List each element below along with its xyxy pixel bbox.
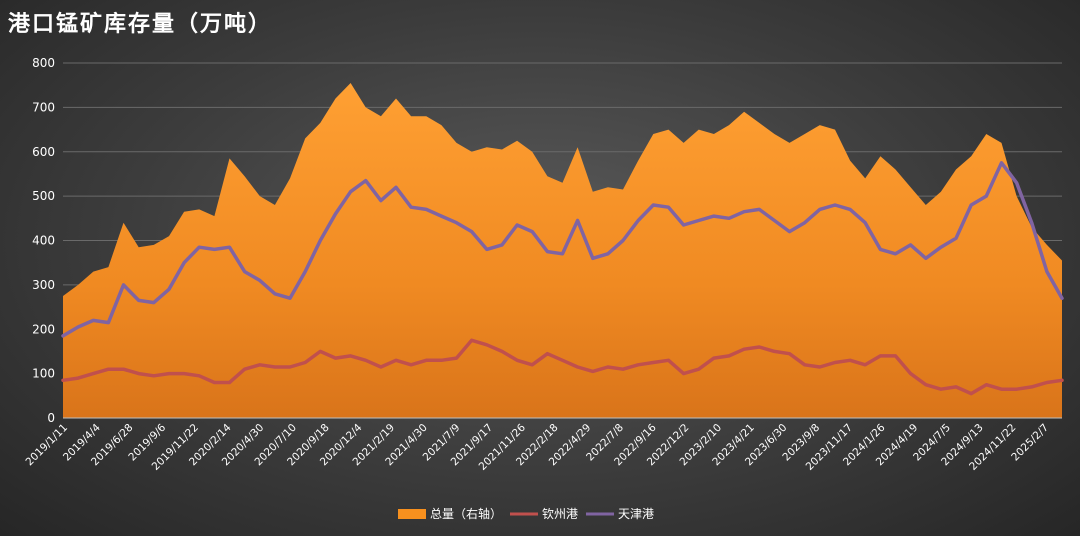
y-tick-label: 200 xyxy=(32,322,55,336)
y-tick-label: 600 xyxy=(32,145,55,159)
y-tick-label: 400 xyxy=(32,234,55,248)
legend-label: 天津港 xyxy=(618,507,654,521)
legend-label: 总量（右轴） xyxy=(430,506,502,521)
chart-title: 港口锰矿库存量（万吨） xyxy=(8,11,273,37)
y-axis: 0 100 200 300 400 500 600 700 800 xyxy=(32,56,55,425)
series-line-qinzhou xyxy=(61,338,1064,396)
x-tick-label: 2019/1/11 xyxy=(24,422,71,469)
legend-label: 钦州港 xyxy=(542,507,578,521)
y-tick-label: 0 xyxy=(47,411,55,425)
y-tick-label: 500 xyxy=(32,189,55,203)
series-line-tianjin xyxy=(61,161,1064,338)
line-series-layer xyxy=(61,161,1064,396)
y-tick-label: 700 xyxy=(32,100,55,114)
legend-swatch xyxy=(398,509,426,519)
y-tick-label: 800 xyxy=(32,56,55,70)
x-axis: 2019/1/112019/4/42019/6/282019/9/62019/1… xyxy=(24,421,1052,473)
y-tick-label: 300 xyxy=(32,278,55,292)
y-tick-label: 100 xyxy=(32,367,55,381)
legend: 总量（右轴） 钦州港 天津港 xyxy=(398,506,654,521)
